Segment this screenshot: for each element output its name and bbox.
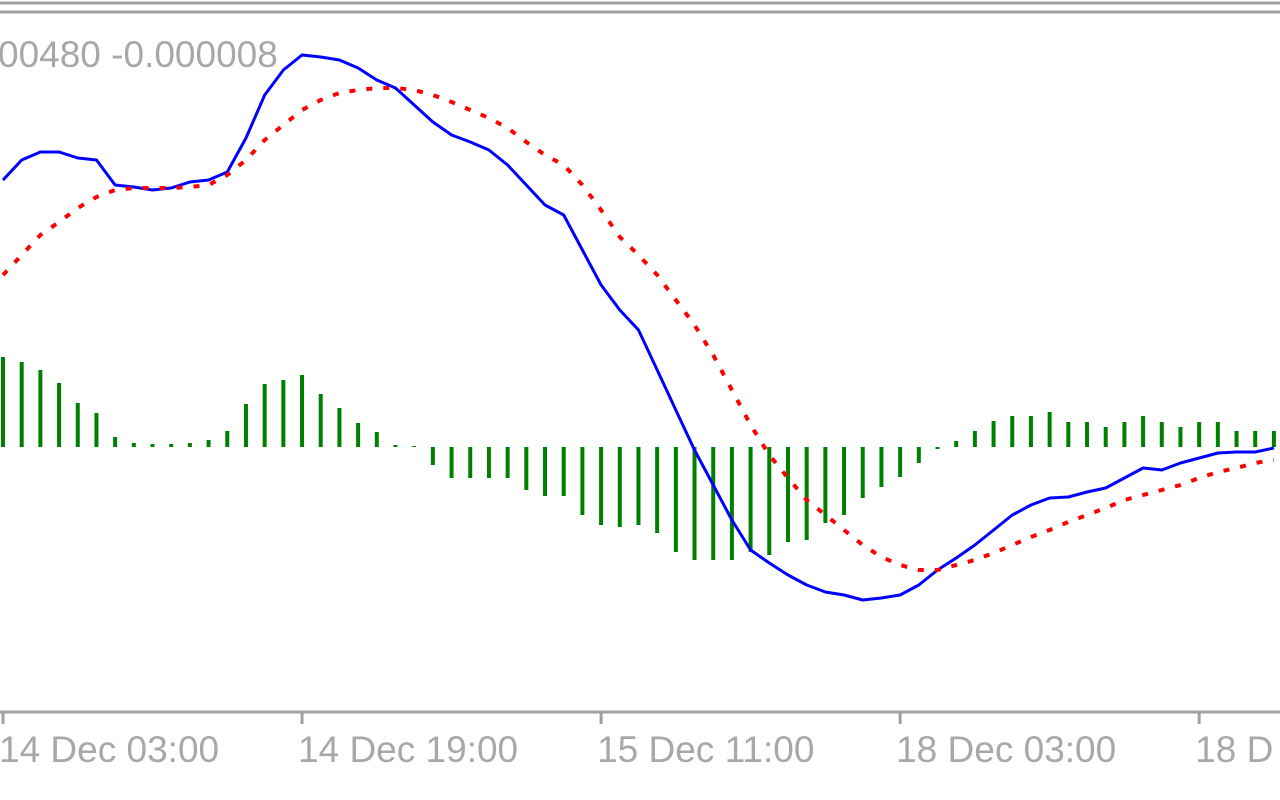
x-tick-label: 15 Dec 11:00 <box>597 729 814 770</box>
indicator-label: 00480 -0.000008 <box>0 34 278 75</box>
x-tick-label: 18 D <box>1195 729 1273 770</box>
signal-line <box>1 86 1275 572</box>
x-tick-label: 14 Dec 03:00 <box>0 729 219 770</box>
x-tick-label: 18 Dec 03:00 <box>896 729 1116 770</box>
plot-area <box>1 53 1276 602</box>
x-tick-label: 14 Dec 19:00 <box>298 729 518 770</box>
main-line <box>1 53 1275 602</box>
